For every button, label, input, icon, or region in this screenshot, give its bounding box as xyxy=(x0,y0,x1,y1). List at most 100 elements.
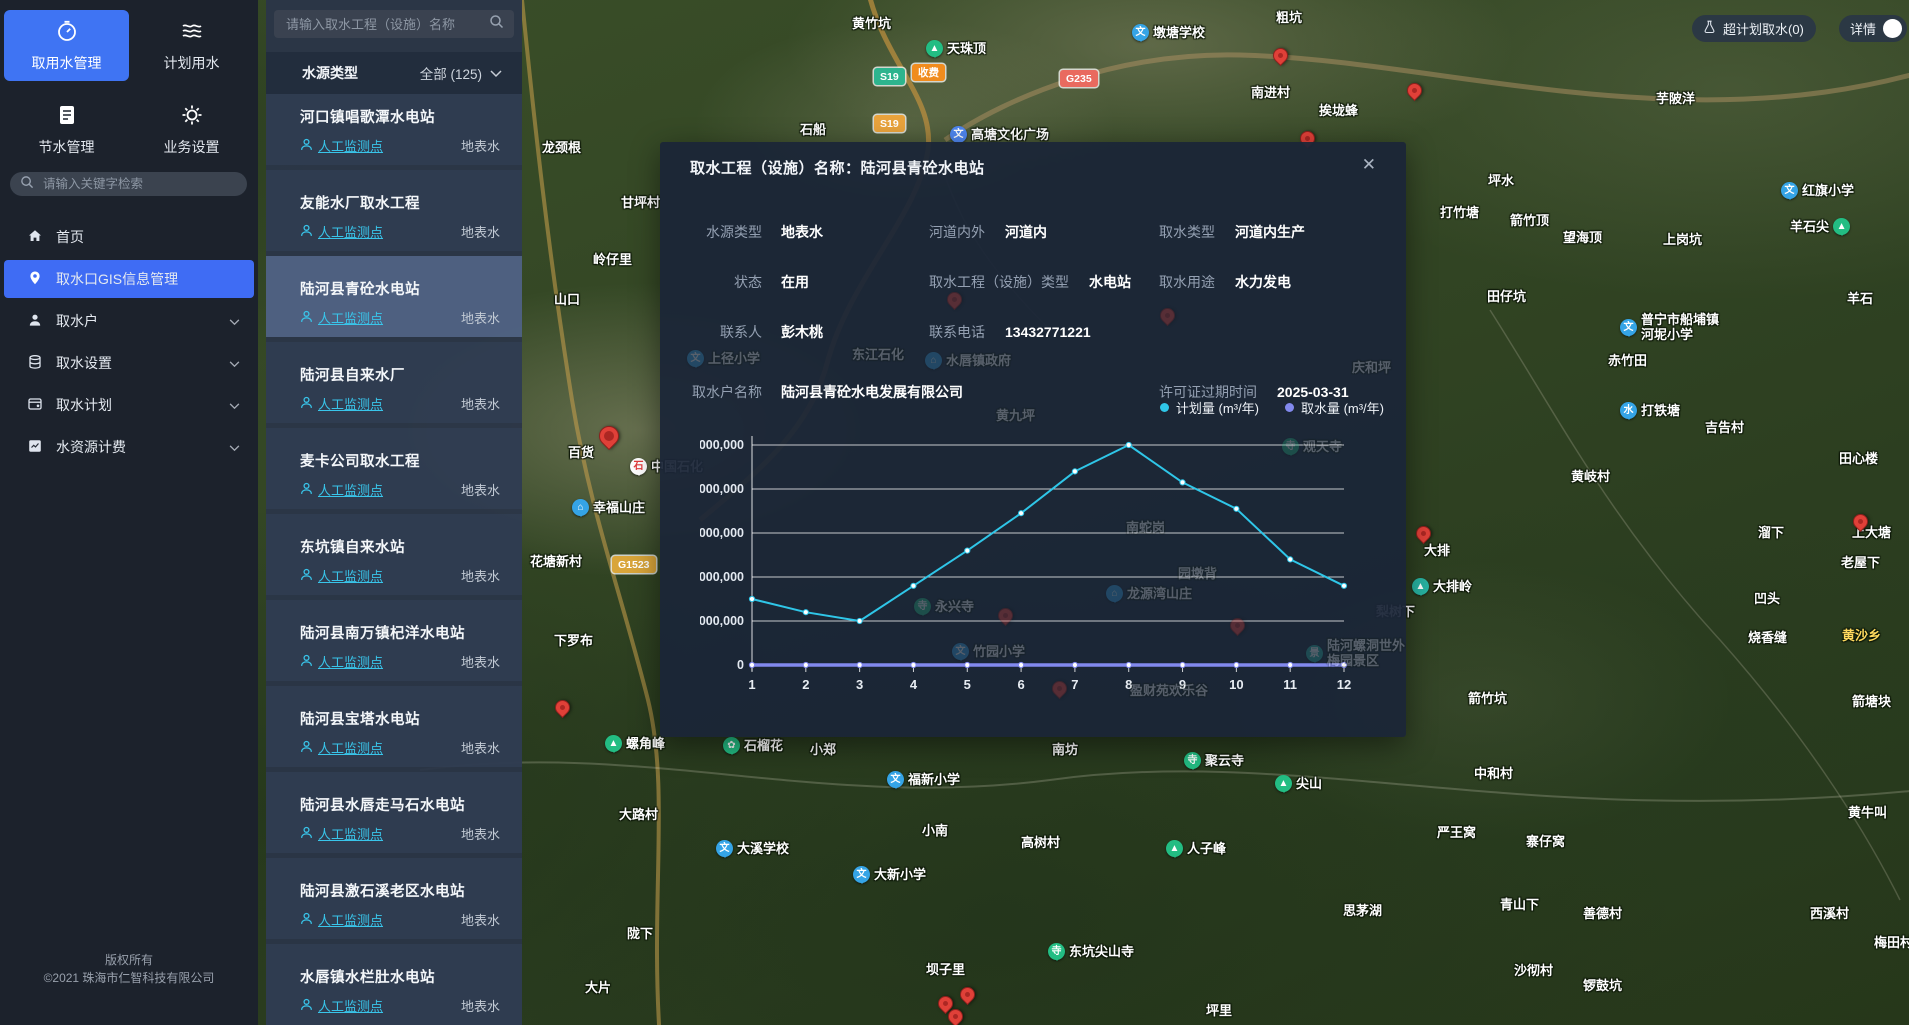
menu-item-gis[interactable]: 取水口GIS信息管理 xyxy=(4,260,254,298)
svg-text:6: 6 xyxy=(1017,677,1024,692)
svg-text:9: 9 xyxy=(1179,677,1186,692)
map-label: 田心楼 xyxy=(1839,451,1879,466)
tealmt-poi-icon: ▲ xyxy=(1412,578,1429,595)
road-badge: S19 xyxy=(874,115,905,132)
facility-water-source: 地表水 xyxy=(460,139,500,154)
map-label: 打竹塘 xyxy=(1440,205,1480,220)
map-label: 大路村 xyxy=(619,807,659,822)
facility-name: 陆河县激石溪老区水电站 xyxy=(300,884,465,900)
culture-poi-icon: 文 xyxy=(950,126,967,143)
sidebar: 取用水管理 计划用水 节水管理 业务设置 xyxy=(0,0,258,1025)
person-icon xyxy=(300,310,313,326)
person-icon xyxy=(300,826,313,842)
chevron-down-icon xyxy=(490,66,502,81)
tile-business-settings[interactable]: 业务设置 xyxy=(129,94,254,165)
facility-monitor-type: 人工监测点 xyxy=(300,222,383,241)
facility-monitor-type: 人工监测点 xyxy=(300,308,383,327)
facility-monitor-type: 人工监测点 xyxy=(300,910,383,929)
facility-list-item[interactable]: 陆河县宝塔水电站 人工监测点 地表水 xyxy=(266,686,522,767)
facility-list-item[interactable]: 陆河县南万镇杞洋水电站 人工监测点 地表水 xyxy=(266,600,522,681)
svg-text:7: 7 xyxy=(1071,677,1078,692)
legend-label: 计划量 (m³/年) xyxy=(1175,401,1259,416)
copyright: 版权所有 ©2021 珠海市仁智科技有限公司 xyxy=(0,951,258,987)
tile-water-intake-management[interactable]: 取用水管理 xyxy=(4,10,129,81)
person-icon xyxy=(300,912,313,928)
facility-name: 水唇镇水栏肚水电站 xyxy=(300,970,435,986)
facility-list-item[interactable]: 麦卡公司取水工程 人工监测点 地表水 xyxy=(266,428,522,509)
facility-detail-modal: 取水工程（设施）名称：陆河县青砼水电站 ✕ 水源类型 地表水 河道内外 河道内 取水… xyxy=(660,142,1406,737)
menu-item-intake-plan[interactable]: 取水计划 xyxy=(4,386,254,424)
map-label: 龙颈根 xyxy=(542,140,582,155)
map-label: 西溪村 xyxy=(1810,906,1850,921)
map-label: ▲ 大排岭 xyxy=(1412,578,1472,595)
detail-field: 取水类型 河道内生产 xyxy=(1159,224,1305,240)
water-source-filter[interactable]: 全部 (125) xyxy=(420,63,502,83)
detail-field: 取水用途 水力发电 xyxy=(1159,274,1291,290)
over-plan-intake-button[interactable]: 超计划取水(0) xyxy=(1692,15,1816,42)
facility-list-item[interactable]: 陆河县激石溪老区水电站 人工监测点 地表水 xyxy=(266,858,522,939)
document-icon xyxy=(55,103,79,130)
detail-field: 水源类型 地表水 xyxy=(706,224,823,240)
person-icon xyxy=(300,396,313,412)
map-label: 吉告村 xyxy=(1705,420,1745,435)
close-icon[interactable]: ✕ xyxy=(1361,155,1376,174)
map-label: 岭仔里 xyxy=(593,252,633,267)
home-poi-icon: ⌂ xyxy=(572,499,589,516)
menu-item-water-billing[interactable]: 水资源计费 xyxy=(4,428,254,466)
facility-water-source: 地表水 xyxy=(460,827,500,842)
facility-list-item[interactable]: 陆河县水唇走马石水电站 人工监测点 地表水 xyxy=(266,772,522,853)
map-label: 思茅湖 xyxy=(1343,903,1383,918)
map-label: 文高塘文化广场 xyxy=(950,126,1049,143)
tile-planned-water-use[interactable]: 计划用水 xyxy=(129,10,254,81)
legend-dot-icon xyxy=(1284,403,1294,412)
search-icon[interactable] xyxy=(489,14,504,34)
facility-monitor-type: 人工监测点 xyxy=(300,824,383,843)
facility-water-source: 地表水 xyxy=(460,483,500,498)
map-label: 锣鼓坑 xyxy=(1583,978,1623,993)
facility-monitor-type: 人工监测点 xyxy=(300,136,383,155)
detail-toggle[interactable]: 详情 xyxy=(1839,15,1907,42)
facility-list-item[interactable]: 友能水厂取水工程 人工监测点 地表水 xyxy=(266,170,522,251)
map-label: 箭竹坑 xyxy=(1468,691,1508,706)
school-poi-icon: 文 xyxy=(1781,182,1798,199)
keyword-search-input[interactable] xyxy=(41,176,237,192)
facility-water-source: 地表水 xyxy=(460,741,500,756)
map-label: 大排 xyxy=(1424,543,1451,558)
facility-list-item[interactable]: 陆河县青砼水电站 人工监测点 地表水 xyxy=(266,256,522,337)
map-label: 上岗坑 xyxy=(1663,232,1703,247)
facility-monitor-type: 人工监测点 xyxy=(300,652,383,671)
facility-water-source: 地表水 xyxy=(460,569,500,584)
school-poi-icon: 文 xyxy=(1132,24,1149,41)
facility-name: 友能水厂取水工程 xyxy=(300,196,420,212)
legend-dot-icon xyxy=(1159,403,1169,412)
tile-label: 节水管理 xyxy=(38,138,95,155)
facility-search-input[interactable] xyxy=(284,15,481,33)
svg-text:12: 12 xyxy=(1337,677,1351,692)
facility-list-item[interactable]: 陆河县自来水厂 人工监测点 地表水 xyxy=(266,342,522,423)
facility-monitor-type: 人工监测点 xyxy=(300,480,383,499)
facility-name: 陆河县水唇走马石水电站 xyxy=(300,798,465,814)
menu-item-label: 取水设置 xyxy=(56,355,112,371)
legend-item[interactable]: 计划量 (m³/年) xyxy=(1159,398,1259,417)
facility-water-source: 地表水 xyxy=(460,311,500,326)
chevron-down-icon xyxy=(229,397,240,413)
road-badge: G1523 xyxy=(612,556,656,573)
menu-item-water-users[interactable]: 取水户 xyxy=(4,302,254,340)
legend-item[interactable]: 取水量 (m³/年) xyxy=(1284,398,1384,417)
temple-poi-icon: 寺 xyxy=(1184,752,1201,769)
menu-item-home[interactable]: 首页 xyxy=(4,218,254,256)
tile-water-saving-management[interactable]: 节水管理 xyxy=(4,94,129,165)
map-label: 凹头 xyxy=(1754,591,1781,606)
facility-list-item[interactable]: 水唇镇水栏肚水电站 人工监测点 地表水 xyxy=(266,944,522,1025)
map-label: ⌂ 幸福山庄 xyxy=(572,499,645,516)
map-label: 寺东坑尖山寺 xyxy=(1048,943,1134,960)
card-icon xyxy=(27,396,43,415)
facility-name: 河口镇唱歌潭水电站 xyxy=(300,110,435,126)
person-icon xyxy=(300,568,313,584)
facility-list-item[interactable]: 东坑镇自来水站 人工监测点 地表水 xyxy=(266,514,522,595)
toggle-knob-icon[interactable] xyxy=(1883,19,1902,38)
facility-monitor-type: 人工监测点 xyxy=(300,566,383,585)
facility-list-item[interactable]: 河口镇唱歌潭水电站 人工监测点 地表水 xyxy=(266,94,522,165)
menu-item-intake-settings[interactable]: 取水设置 xyxy=(4,344,254,382)
